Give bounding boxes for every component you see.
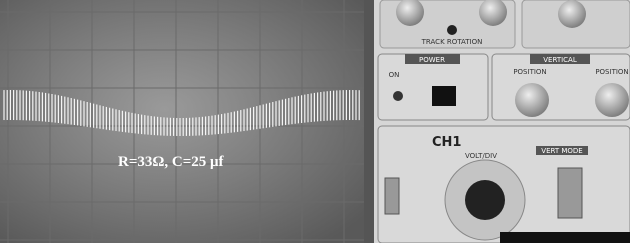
- panel-edge: [500, 232, 630, 243]
- bezel: [364, 0, 374, 243]
- volt-div-knob[interactable]: [465, 180, 505, 220]
- oscilloscope-photo: R=33Ω, C=25 μf TRACK ROTATION POWER ON V…: [0, 0, 630, 243]
- vert-mode-switch[interactable]: [558, 168, 582, 218]
- panel-label: TRACK ROTATION: [421, 38, 483, 46]
- panel-label: CH1: [432, 135, 461, 150]
- panel-label: VOLT/DIV: [465, 152, 497, 160]
- panel-label: VERT MODE: [541, 147, 582, 155]
- knob: [558, 0, 586, 28]
- caption: R=33Ω, C=25 μf: [118, 154, 225, 170]
- position-knob[interactable]: [595, 83, 629, 117]
- panel-label: POWER: [419, 56, 445, 64]
- power-led: [393, 91, 403, 101]
- position-knob[interactable]: [515, 83, 549, 117]
- power-button[interactable]: [432, 86, 456, 106]
- panel-label: VERTICAL: [543, 56, 577, 64]
- panel-label: POSITION: [513, 68, 546, 76]
- panel-label: POSITION: [595, 68, 628, 76]
- track-rotation-screw: [447, 25, 457, 35]
- panel-label: ON: [389, 71, 400, 79]
- switch[interactable]: [385, 178, 399, 214]
